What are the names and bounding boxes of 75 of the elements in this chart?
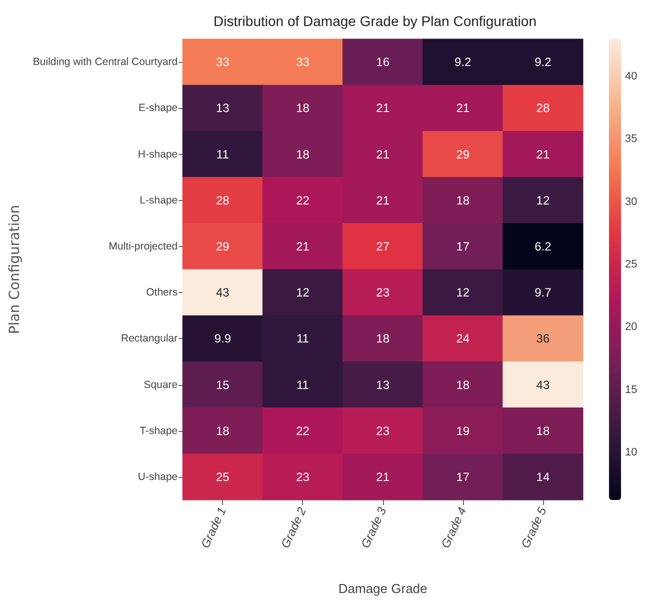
- y-tick-label: T-shape: [140, 424, 178, 437]
- data-label: 18: [216, 424, 230, 438]
- data-label: 23: [376, 286, 390, 300]
- data-label: 9.7: [534, 286, 552, 300]
- data-label: 11: [216, 147, 230, 162]
- data-label: 21: [376, 101, 390, 116]
- y-tick-label: Others: [146, 286, 178, 299]
- data-label: 28: [536, 101, 550, 116]
- data-label: 22: [296, 193, 310, 208]
- data-label: 22: [296, 424, 310, 438]
- x-tick-label: Grade 2: [278, 504, 310, 550]
- data-label: 11: [296, 378, 310, 392]
- data-label: 17: [456, 239, 470, 254]
- data-label: 9.9: [214, 332, 232, 346]
- color-bar-label: 40: [625, 70, 638, 83]
- color-bar-label: 35: [625, 133, 638, 146]
- data-label: 43: [216, 286, 230, 300]
- data-label: 21: [296, 239, 310, 254]
- data-label: 15: [216, 378, 230, 392]
- data-label: 13: [216, 101, 230, 116]
- color-bar-label: 30: [625, 196, 638, 208]
- data-label: 27: [376, 239, 390, 254]
- data-label: 18: [536, 424, 550, 438]
- color-bar-label: 10: [625, 446, 638, 458]
- y-tick-label: Building with Central Courtyard: [32, 56, 178, 68]
- data-label: 18: [296, 101, 310, 116]
- data-label: 21: [456, 101, 470, 116]
- color-bar-label: 25: [625, 258, 638, 270]
- x-tick-label: Grade 4: [438, 504, 470, 550]
- x-tick-label: Grade 5: [518, 504, 550, 550]
- x-axis-title: Damage Grade: [338, 581, 428, 596]
- data-label: 17: [456, 470, 470, 484]
- y-tick-label: Square: [144, 378, 178, 391]
- data-label: 14: [536, 470, 550, 484]
- color-bar-label: 15: [625, 384, 638, 396]
- data-label: 23: [376, 424, 390, 438]
- data-label: 33: [296, 55, 310, 70]
- x-tick-label: Grade 1: [198, 505, 230, 550]
- data-label: 21: [376, 147, 390, 162]
- data-label: 9.2: [534, 55, 552, 70]
- data-label: 19: [456, 424, 470, 438]
- chart-title: Distribution of Damage Grade by Plan Configuration: [214, 13, 536, 29]
- y-tick-label: Rectangular: [121, 332, 178, 345]
- y-tick-label: E-shape: [138, 102, 178, 114]
- y-tick-label: Multi-projected: [108, 240, 178, 252]
- data-label: 23: [296, 470, 310, 484]
- data-label: 18: [456, 378, 470, 392]
- data-label: 18: [376, 332, 390, 346]
- data-label: 43: [536, 378, 550, 392]
- y-tick-label: L-shape: [140, 194, 178, 206]
- data-label: 9.2: [454, 55, 472, 70]
- data-label: 18: [296, 147, 310, 162]
- data-label: 13: [376, 378, 390, 392]
- data-label: 11: [296, 332, 310, 346]
- data-label: 29: [456, 147, 470, 162]
- data-label: 16: [376, 55, 390, 70]
- data-label: 12: [536, 193, 550, 208]
- data-label: 25: [216, 470, 230, 484]
- color-bar-label: 20: [625, 321, 638, 334]
- data-label: 21: [536, 147, 550, 162]
- data-label: 21: [376, 193, 390, 208]
- data-label: 12: [456, 286, 470, 300]
- y-tick-label: U-shape: [138, 470, 178, 483]
- data-label: 24: [456, 332, 470, 346]
- data-label: 12: [296, 286, 310, 300]
- y-tick-label: H-shape: [138, 148, 178, 160]
- x-tick-label: Grade 3: [358, 504, 390, 550]
- data-label: 18: [456, 193, 470, 208]
- data-label: 6.2: [534, 239, 552, 254]
- y-axis-title: Plan Configuration: [7, 204, 23, 334]
- data-label: 21: [376, 470, 390, 484]
- data-label: 36: [536, 332, 550, 346]
- data-label: 29: [216, 239, 230, 254]
- data-label: 28: [216, 193, 230, 208]
- data-label: 33: [216, 55, 230, 70]
